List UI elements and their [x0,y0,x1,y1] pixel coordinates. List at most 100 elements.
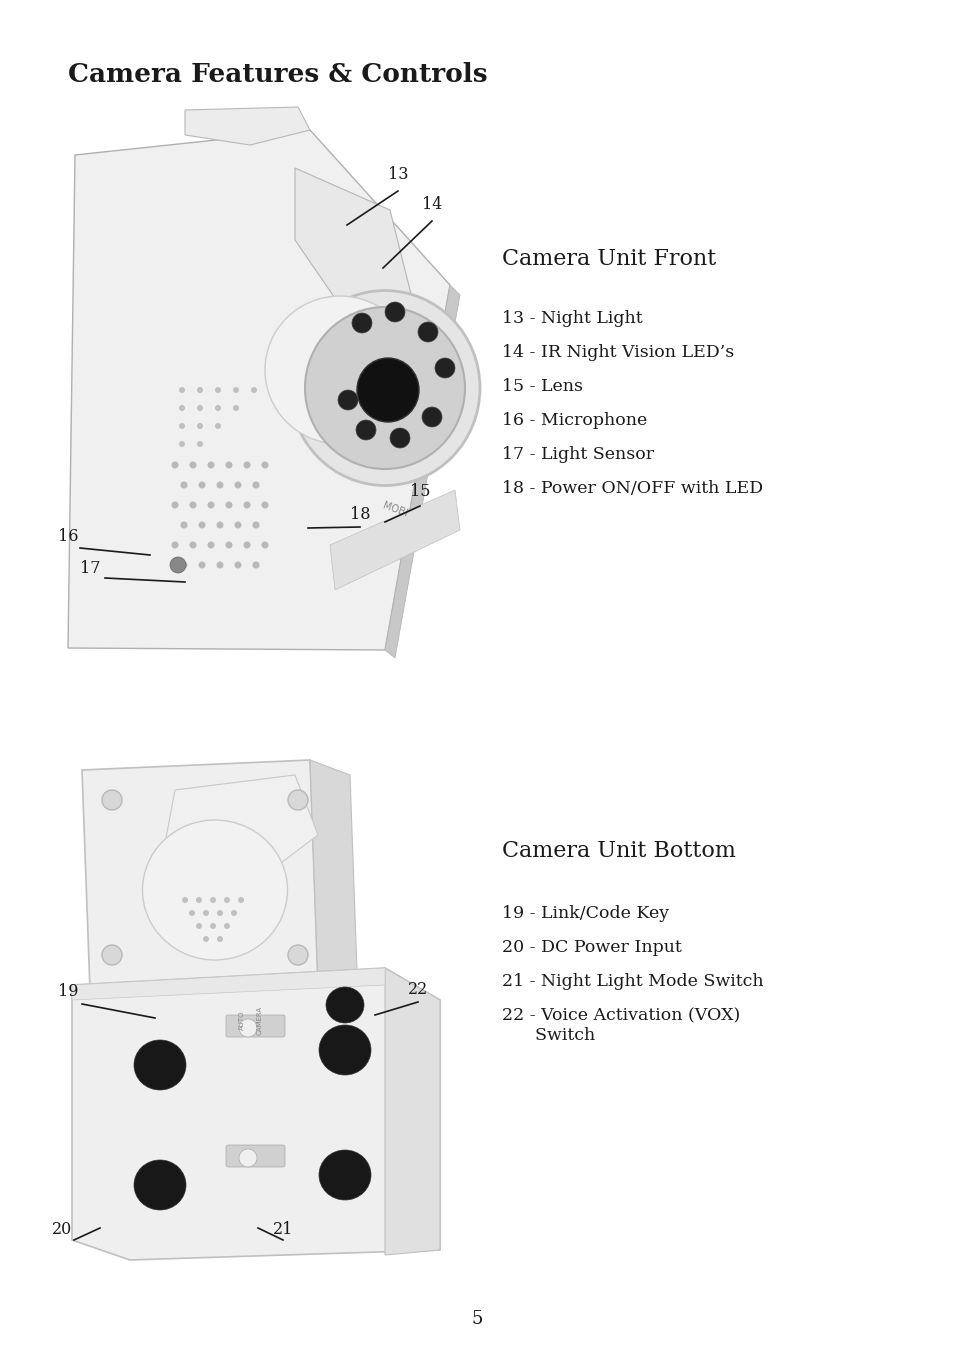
Text: 14: 14 [421,196,442,213]
Circle shape [243,542,251,549]
Polygon shape [294,168,415,320]
Circle shape [231,911,236,916]
Circle shape [179,387,185,393]
Text: Camera Features & Controls: Camera Features & Controls [68,62,487,87]
Ellipse shape [133,1159,186,1210]
Circle shape [190,502,196,508]
Text: MOBI: MOBI [381,500,409,519]
Ellipse shape [142,820,287,960]
Circle shape [288,790,308,810]
Circle shape [234,522,241,529]
Polygon shape [71,968,385,999]
Text: Camera Unit Bottom: Camera Unit Bottom [501,841,735,862]
Circle shape [195,923,202,929]
Text: 20: 20 [51,1221,72,1237]
Circle shape [208,542,214,549]
Polygon shape [82,760,317,990]
Circle shape [216,482,223,488]
Text: 5: 5 [471,1310,482,1328]
Ellipse shape [355,420,375,440]
Circle shape [243,461,251,468]
Circle shape [216,936,223,941]
FancyBboxPatch shape [226,1145,285,1167]
Ellipse shape [133,1040,186,1089]
Circle shape [253,561,259,569]
Circle shape [216,561,223,569]
Polygon shape [385,968,439,1255]
Circle shape [234,482,241,488]
Ellipse shape [390,428,410,448]
Circle shape [172,542,178,549]
Circle shape [239,1149,256,1167]
Circle shape [225,461,233,468]
Circle shape [216,911,223,916]
Text: 15: 15 [410,483,430,500]
Circle shape [180,522,188,529]
Ellipse shape [305,307,464,469]
Circle shape [172,502,178,508]
Circle shape [179,422,185,429]
Circle shape [198,561,205,569]
Circle shape [288,946,308,964]
Circle shape [243,502,251,508]
Circle shape [253,482,259,488]
Polygon shape [185,108,310,145]
Circle shape [196,422,203,429]
Ellipse shape [290,291,479,486]
Text: 18 - Power ON/OFF with LED: 18 - Power ON/OFF with LED [501,480,762,498]
Ellipse shape [337,390,357,410]
Text: 13 - Night Light: 13 - Night Light [501,309,642,327]
Text: 22: 22 [408,981,428,998]
Ellipse shape [356,358,418,422]
Circle shape [214,422,221,429]
Text: 18: 18 [350,506,370,523]
Circle shape [203,911,209,916]
Text: 19: 19 [58,983,78,999]
Circle shape [189,911,194,916]
Circle shape [190,461,196,468]
Circle shape [237,897,244,902]
Circle shape [261,502,268,508]
Text: 13: 13 [387,165,408,183]
Text: 22 - Voice Activation (VOX)
      Switch: 22 - Voice Activation (VOX) Switch [501,1007,740,1044]
Circle shape [172,461,178,468]
Circle shape [179,441,185,447]
Circle shape [261,542,268,549]
Circle shape [225,542,233,549]
Circle shape [253,522,259,529]
Circle shape [233,387,239,393]
Text: 21: 21 [273,1221,293,1237]
Circle shape [208,502,214,508]
Circle shape [224,897,230,902]
Polygon shape [330,490,459,590]
Circle shape [182,897,188,902]
Circle shape [251,387,256,393]
Ellipse shape [326,987,364,1024]
Ellipse shape [318,1150,371,1200]
Text: 21 - Night Light Mode Switch: 21 - Night Light Mode Switch [501,972,762,990]
Circle shape [216,522,223,529]
Circle shape [208,461,214,468]
Circle shape [198,522,205,529]
Ellipse shape [417,321,437,342]
Circle shape [198,482,205,488]
Circle shape [196,387,203,393]
Text: 15 - Lens: 15 - Lens [501,378,582,395]
Circle shape [195,897,202,902]
Polygon shape [310,760,357,999]
Circle shape [261,461,268,468]
Polygon shape [71,968,439,1260]
Circle shape [234,561,241,569]
Circle shape [225,502,233,508]
Circle shape [214,387,221,393]
Text: Camera Unit Front: Camera Unit Front [501,247,716,270]
Text: 20 - DC Power Input: 20 - DC Power Input [501,939,681,956]
Text: AUTO: AUTO [239,1010,245,1030]
Text: 16 - Microphone: 16 - Microphone [501,412,646,429]
Ellipse shape [352,313,372,334]
Circle shape [224,923,230,929]
Circle shape [102,790,122,810]
Circle shape [179,405,185,412]
Circle shape [180,561,188,569]
Circle shape [210,923,215,929]
